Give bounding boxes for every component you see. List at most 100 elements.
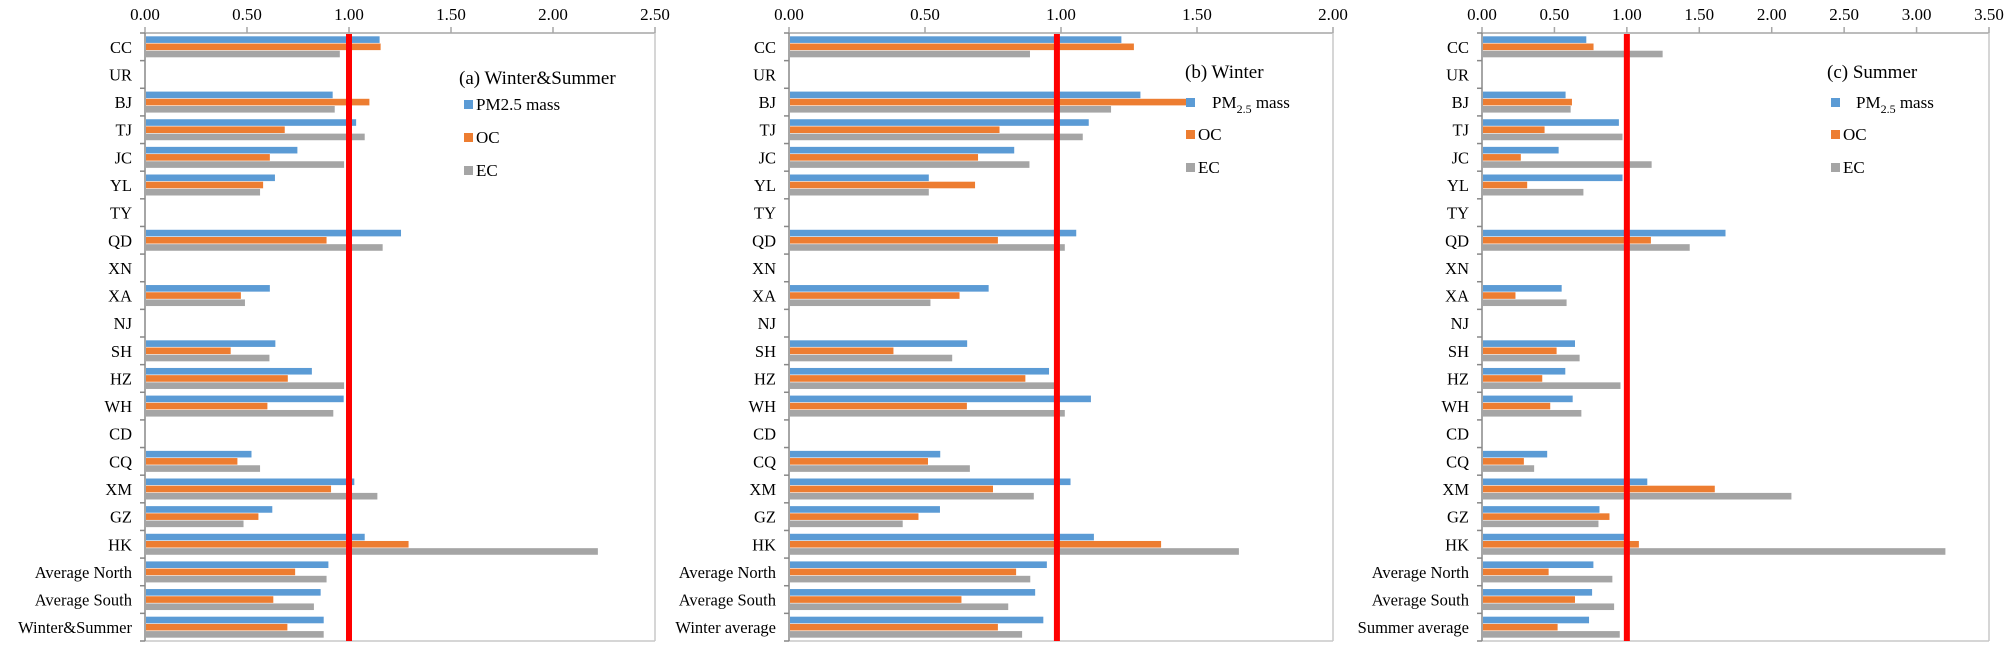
- legend-swatch: [1186, 130, 1195, 139]
- bar-oc-xa: [146, 292, 241, 299]
- bar-pm2-5-mass-bj: [146, 91, 333, 99]
- bar-pm2-5-mass-xm: [1483, 478, 1648, 486]
- chart-panel-1: 0.00 0.50 1.00 1.50 2.00 2.50 CC UR BJ TJ JC YL TY QD…: [18, 5, 670, 642]
- bar-ec-yl: [790, 188, 929, 196]
- bar-oc-qd: [1483, 236, 1651, 244]
- bar-oc-sh: [1483, 347, 1557, 355]
- category-label: GZ: [754, 508, 776, 527]
- bar-ec-tj: [146, 133, 365, 141]
- category-label: QD: [1445, 231, 1469, 250]
- bar-ec-yl: [146, 188, 261, 196]
- bar-ec-xm: [790, 492, 1034, 500]
- bar-oc-xm: [1483, 485, 1715, 493]
- bar-ec-wh: [790, 409, 1065, 417]
- category-label: TJ: [1453, 121, 1470, 140]
- category-label: XA: [108, 287, 132, 306]
- category-label: QD: [108, 231, 132, 250]
- legend-label: OC: [1198, 125, 1222, 144]
- bar-ec-wh: [1483, 409, 1582, 417]
- category-label: QD: [752, 231, 776, 250]
- bar-oc-average-south: [146, 596, 274, 603]
- bar-ec-hk: [146, 548, 598, 555]
- bar-ec-cc: [790, 50, 1030, 58]
- category-label: GZ: [1447, 508, 1469, 527]
- legend-label: PM2.5 mass: [1856, 93, 1934, 116]
- legend-swatch: [1186, 98, 1195, 107]
- bar-pm2-5-mass-qd: [1483, 229, 1726, 237]
- bar-oc-winter-average: [790, 623, 998, 631]
- bar-pm2-5-mass-average-south: [146, 589, 321, 596]
- legend-title: (b) Winter: [1185, 62, 1264, 83]
- category-label: Average North: [1372, 563, 1470, 582]
- bar-ec-hk: [1483, 548, 1946, 555]
- category-label: GZ: [110, 508, 132, 527]
- category-label: XM: [749, 480, 776, 499]
- bar-ec-cc: [146, 50, 340, 58]
- category-label: UR: [1446, 65, 1469, 84]
- x-tick-label: 2.50: [640, 5, 670, 24]
- category-label: XM: [1442, 480, 1469, 499]
- legend-label: PM2.5 mass: [476, 95, 560, 114]
- bar-ec-average-north: [146, 575, 327, 583]
- bar-ec-winter-average: [790, 631, 1023, 638]
- bar-pm2-5-mass-yl: [146, 174, 275, 182]
- bar-ec-winter-summer: [146, 631, 324, 638]
- bar-pm2-5-mass-wh: [790, 395, 1091, 403]
- bar-pm2-5-mass-sh: [790, 340, 968, 347]
- bar-pm2-5-mass-sh: [1483, 340, 1575, 347]
- bar-pm2-5-mass-average-north: [790, 561, 1047, 569]
- category-label: XA: [1445, 287, 1469, 306]
- legend: (c) Summer PM2.5 mass OC EC: [1827, 62, 1934, 177]
- category-label: SH: [111, 342, 132, 361]
- x-tick-label: 3.00: [1902, 5, 1932, 24]
- bar-ec-tj: [1483, 133, 1623, 141]
- x-tick-label: 0.00: [774, 5, 804, 24]
- bar-oc-jc: [146, 154, 270, 161]
- bar-ec-average-south: [1483, 603, 1615, 611]
- bar-pm2-5-mass-cq: [146, 450, 252, 458]
- category-label: XN: [108, 259, 132, 278]
- bar-pm2-5-mass-cc: [146, 36, 380, 43]
- bar-oc-bj: [146, 98, 370, 106]
- category-label: XM: [105, 480, 132, 499]
- category-label: HZ: [110, 369, 132, 388]
- category-label: WH: [105, 397, 133, 416]
- bar-pm2-5-mass-xm: [146, 478, 355, 486]
- bar-pm2-5-mass-winter-summer: [146, 616, 324, 624]
- category-label: CD: [109, 425, 132, 444]
- category-label: Average South: [35, 591, 133, 610]
- category-label: UR: [109, 65, 132, 84]
- chart-panel-2: 0.00 0.50 1.00 1.50 2.00 CC UR BJ TJ JC YL TY QD XN XA…: [675, 5, 1348, 642]
- bar-oc-gz: [146, 513, 259, 520]
- bar-pm2-5-mass-jc: [1483, 146, 1559, 154]
- category-label: YL: [1447, 176, 1469, 195]
- category-label: CD: [753, 425, 776, 444]
- bar-oc-summer-average: [1483, 623, 1558, 631]
- x-tick-label: 0.50: [1540, 5, 1570, 24]
- bar-ec-average-south: [146, 603, 314, 611]
- bar-ec-average-south: [790, 603, 1009, 611]
- bar-pm2-5-mass-hk: [146, 533, 365, 541]
- bar-pm2-5-mass-cc: [1483, 36, 1587, 43]
- bar-ec-sh: [1483, 354, 1580, 362]
- bar-pm2-5-mass-tj: [146, 119, 357, 126]
- category-label: TY: [754, 204, 776, 223]
- legend-label: EC: [1843, 158, 1865, 177]
- bar-ec-gz: [790, 520, 903, 528]
- x-tick-label: 1.50: [1684, 5, 1714, 24]
- bar-oc-gz: [1483, 513, 1610, 520]
- legend-label: OC: [1843, 125, 1867, 144]
- bar-oc-xa: [1483, 292, 1516, 299]
- bar-oc-hk: [790, 540, 1162, 548]
- x-tick-label: 2.00: [1757, 5, 1787, 24]
- bar-oc-bj: [790, 98, 1187, 106]
- x-tick-label: 3.50: [1974, 5, 2004, 24]
- bar-ec-wh: [146, 409, 334, 417]
- category-label: XA: [752, 287, 776, 306]
- bar-pm2-5-mass-hk: [790, 533, 1094, 541]
- category-label: CD: [1446, 425, 1469, 444]
- x-tick-label: 1.50: [436, 5, 466, 24]
- bar-ec-tj: [790, 133, 1083, 141]
- bar-oc-winter-summer: [146, 623, 288, 631]
- legend-label: EC: [1198, 158, 1220, 177]
